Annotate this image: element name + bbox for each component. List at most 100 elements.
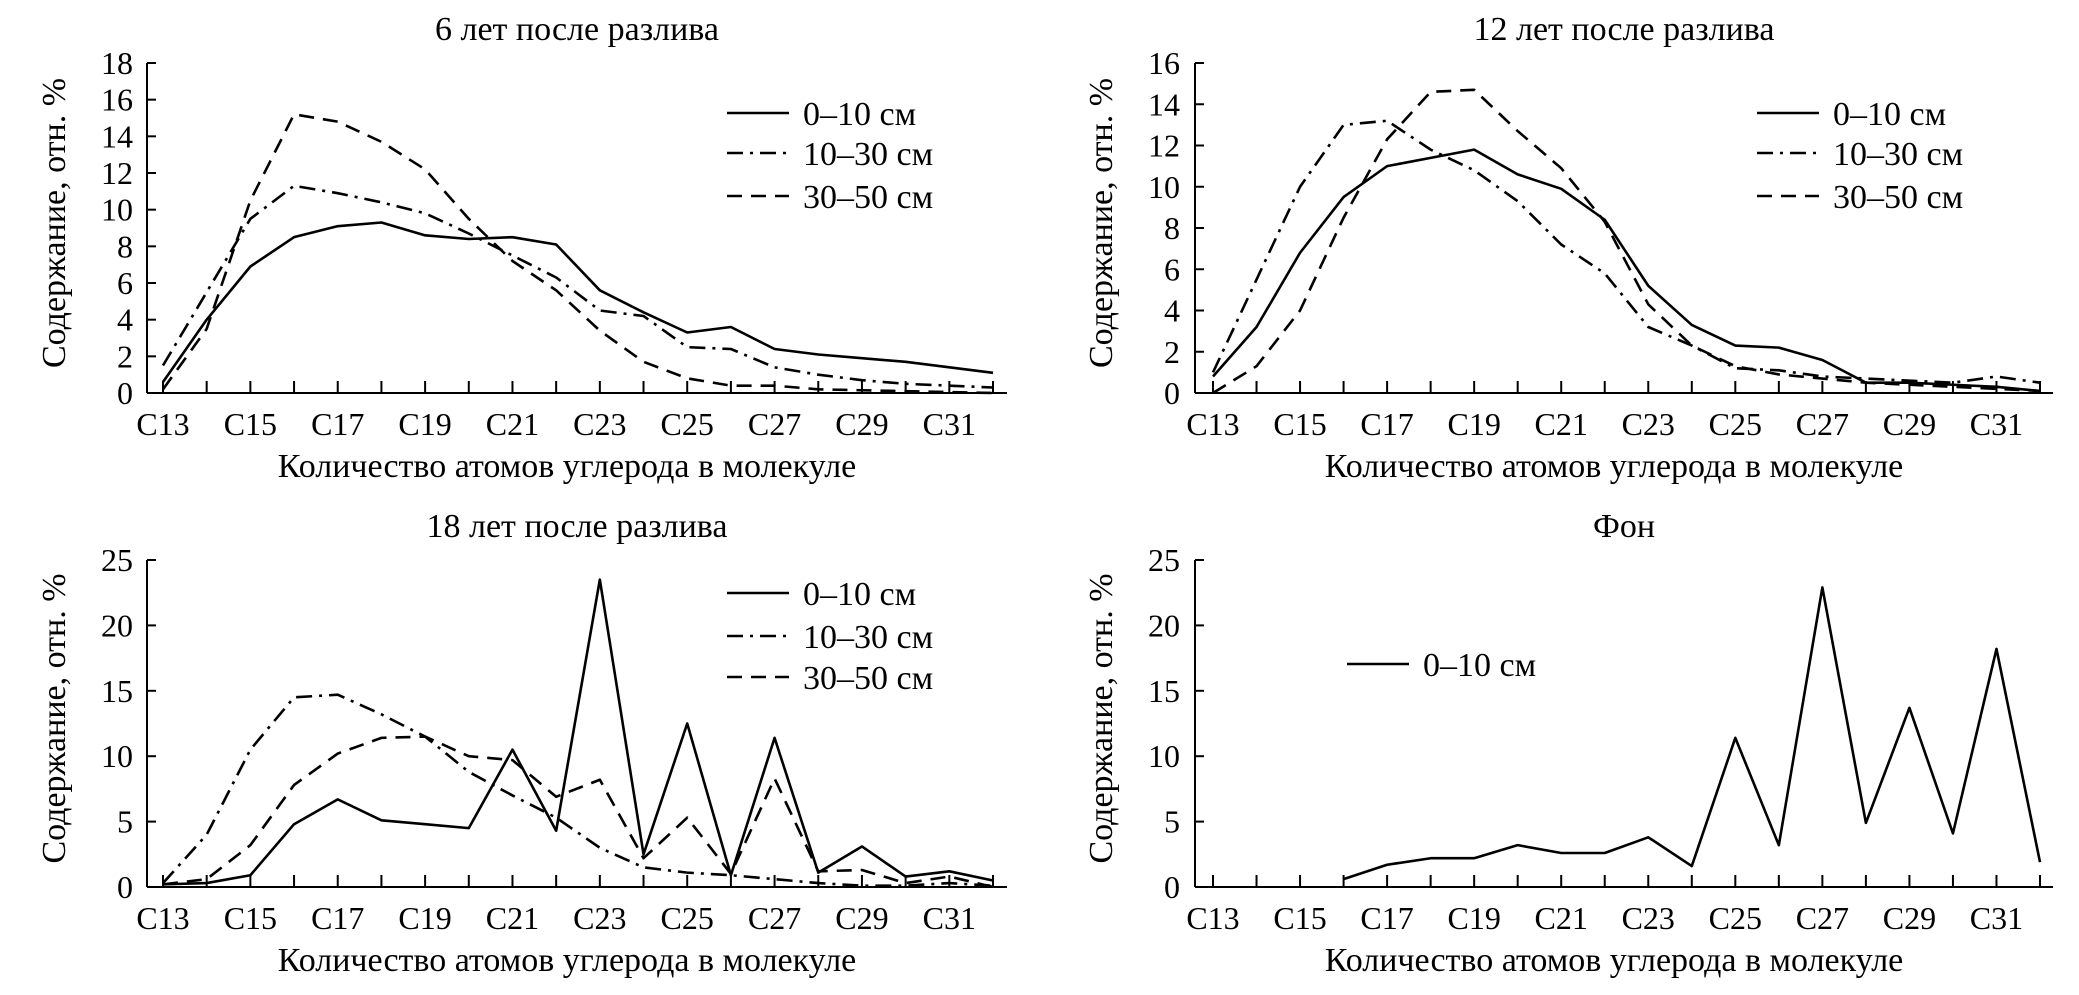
y-tick-label: 12	[101, 155, 133, 191]
x-tick-label: C23	[573, 900, 626, 936]
x-tick-label: C23	[1622, 900, 1675, 936]
y-tick-label: 0	[1164, 869, 1180, 905]
series-line-dashed	[1212, 88, 2041, 395]
y-tick-label: 18	[101, 45, 133, 81]
chart-title: 18 лет после разлива	[427, 508, 728, 545]
y-tick-label: 25	[101, 542, 133, 578]
y-tick-label: 25	[1148, 542, 1180, 578]
y-axis-label: Содержание, отн. %	[36, 573, 73, 863]
y-tick-label: 10	[101, 192, 133, 228]
x-tick-label: C17	[1360, 406, 1413, 442]
series-line-dashed	[162, 735, 994, 889]
x-tick-label: C19	[1447, 900, 1500, 936]
y-tick-label: 6	[1164, 251, 1180, 287]
legend-label: 0–10 см	[1423, 647, 1536, 684]
y-tick-label: 10	[1148, 738, 1180, 774]
x-tick-label: C21	[486, 406, 539, 442]
x-tick-label: C31	[923, 900, 976, 936]
x-tick-label: C29	[835, 900, 888, 936]
y-tick-label: 10	[101, 738, 133, 774]
legend-label: 10–30 см	[1833, 136, 1963, 173]
y-tick-label: 20	[1148, 607, 1180, 643]
x-tick-label: C27	[1796, 406, 1849, 442]
x-tick-label: C15	[224, 406, 277, 442]
series-line-dash-dot	[162, 693, 994, 887]
panel-4: Фон 0 5 10 15 20 25 C13 C15 C17 C19 C21 C23 C25 C27 C29…	[1083, 508, 2053, 979]
x-tick-label: C31	[923, 406, 976, 442]
x-tick-label: C19	[1447, 406, 1500, 442]
y-tick-label: 10	[1148, 169, 1180, 205]
x-tick-label: C17	[311, 900, 364, 936]
x-tick-label: C15	[1273, 406, 1326, 442]
x-tick-label: C13	[1186, 900, 1239, 936]
x-axis-label: Количество атомов углерода в молекуле	[278, 942, 857, 979]
y-axis-label: Содержание, отн. %	[1083, 78, 1120, 368]
y-tick-label: 15	[101, 673, 133, 709]
legend-label: 30–50 см	[1833, 179, 1963, 216]
x-tick-label: C29	[835, 406, 888, 442]
x-tick-label: C27	[748, 900, 801, 936]
series-line-dash-dot	[1211, 119, 2041, 384]
legend-label: 0–10 см	[803, 576, 916, 613]
x-axis-label: Количество атомов углерода в молекуле	[278, 448, 857, 485]
x-tick-label: C15	[224, 900, 277, 936]
y-tick-label: 4	[117, 302, 133, 338]
y-tick-label: 16	[101, 82, 133, 118]
x-tick-label: C13	[136, 900, 189, 936]
y-tick-label: 12	[1148, 128, 1180, 164]
legend-label: 30–50 см	[803, 660, 933, 697]
series-line-solid	[161, 221, 994, 383]
y-tick-label: 0	[117, 375, 133, 411]
x-tick-label: C19	[398, 900, 451, 936]
x-tick-label: C25	[661, 406, 714, 442]
y-tick-label: 15	[1148, 673, 1180, 709]
x-tick-label: C29	[1883, 900, 1936, 936]
x-tick-label: C21	[486, 900, 539, 936]
x-tick-label: C27	[748, 406, 801, 442]
y-tick-label: 16	[1148, 45, 1180, 81]
x-tick-label: C25	[661, 900, 714, 936]
x-axis-label: Количество атомов углерода в молекуле	[1325, 448, 1904, 485]
x-axis-label: Количество атомов углерода в молекуле	[1325, 942, 1904, 979]
x-tick-label: C17	[1360, 900, 1413, 936]
x-tick-label: C23	[1622, 406, 1675, 442]
legend-label: 10–30 см	[803, 136, 933, 173]
x-tick-label: C29	[1883, 406, 1936, 442]
y-tick-label: 0	[1164, 375, 1180, 411]
y-axis-label: Содержание, отн. %	[1083, 573, 1120, 863]
x-tick-label: C25	[1709, 900, 1762, 936]
legend-label: 30–50 см	[803, 179, 933, 216]
x-tick-label: C17	[311, 406, 364, 442]
x-tick-label: C13	[136, 406, 189, 442]
y-tick-label: 2	[117, 338, 133, 374]
y-tick-label: 2	[1164, 334, 1180, 370]
y-tick-label: 8	[117, 228, 133, 264]
x-tick-label: C31	[1970, 406, 2023, 442]
panel-2: 12 лет после разлива 0 2 4 6 8 10 12 14 16 C13 C15 C…	[1083, 11, 2053, 485]
series-line-solid	[1343, 586, 2042, 881]
chart-title: 12 лет после разлива	[1474, 11, 1775, 48]
y-axis-label: Содержание, отн. %	[36, 78, 73, 368]
x-tick-label: C21	[1535, 406, 1588, 442]
series-line-solid	[162, 578, 994, 886]
x-tick-label: C19	[398, 406, 451, 442]
y-tick-label: 4	[1164, 293, 1180, 329]
y-tick-label: 6	[117, 265, 133, 301]
chart-title: 6 лет после разлива	[435, 11, 719, 48]
legend-label: 0–10 см	[803, 96, 916, 133]
series-line-solid	[1212, 148, 2041, 393]
x-tick-label: C31	[1970, 900, 2023, 936]
series-line-dash-dot	[161, 184, 994, 389]
y-tick-label: 20	[101, 607, 133, 643]
x-tick-label: C25	[1709, 406, 1762, 442]
series-line-dashed	[161, 113, 994, 395]
y-tick-label: 14	[101, 118, 133, 154]
chart-title: Фон	[1593, 508, 1655, 545]
x-tick-label: C27	[1796, 900, 1849, 936]
y-tick-label: 14	[1148, 86, 1180, 122]
x-tick-label: C13	[1186, 406, 1239, 442]
y-tick-label: 5	[1164, 804, 1180, 840]
